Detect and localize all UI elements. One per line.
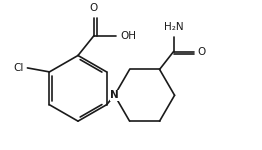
Text: H₂N: H₂N	[164, 22, 183, 32]
Text: N: N	[110, 90, 119, 100]
Text: OH: OH	[120, 31, 136, 41]
Text: Cl: Cl	[13, 63, 23, 73]
Text: O: O	[90, 3, 98, 13]
Text: O: O	[198, 46, 206, 57]
